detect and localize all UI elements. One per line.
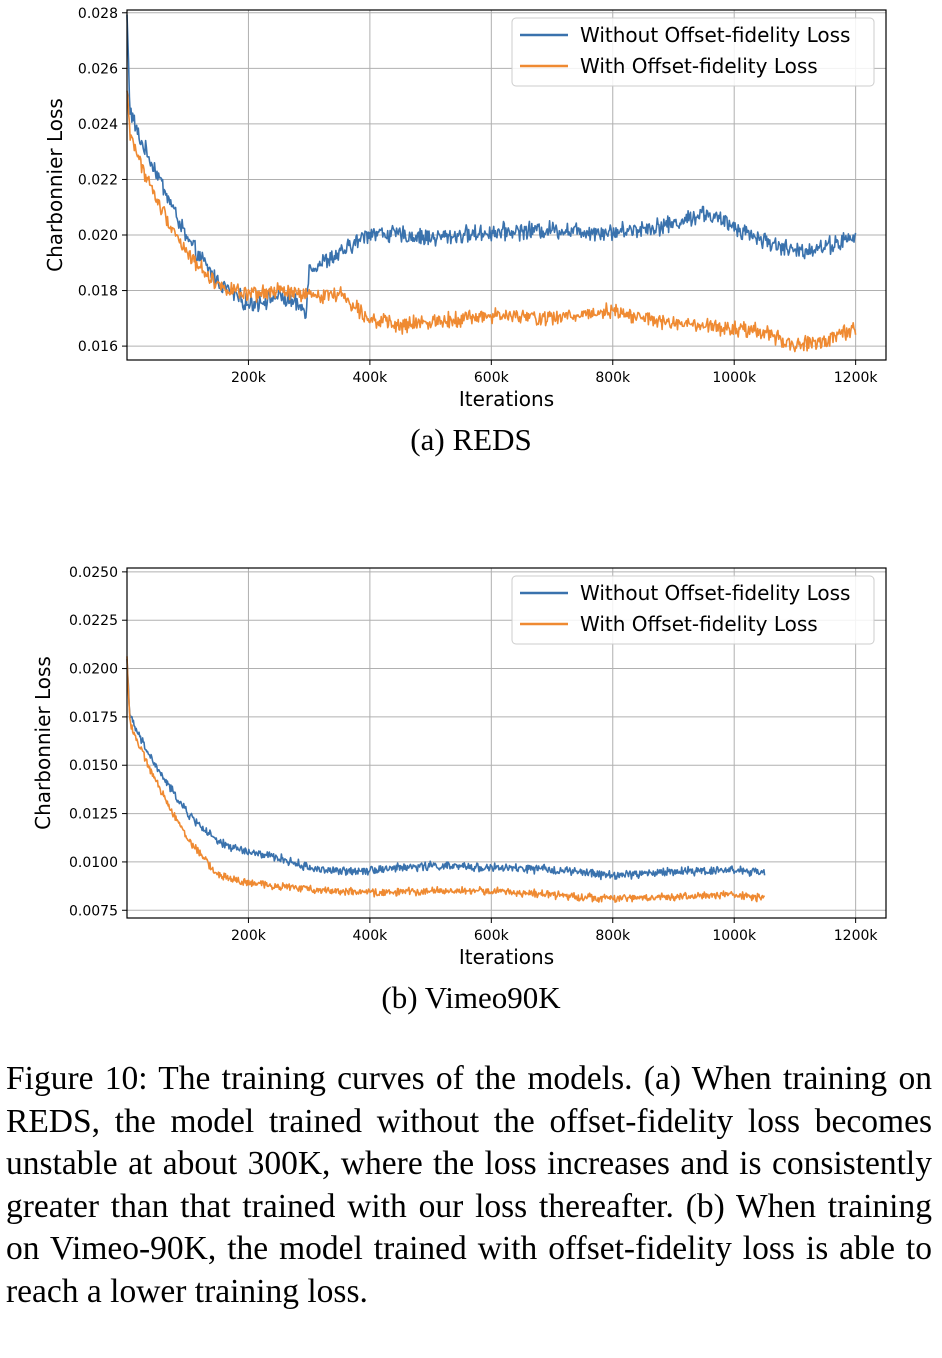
x-tick-label: 200k [231, 370, 267, 386]
x-tick-label: 1000k [712, 928, 757, 944]
legend-label-with: With Offset-fidelity Loss [580, 54, 818, 78]
figure-caption: Figure 10: The training curves of the mo… [6, 1060, 932, 1310]
y-tick-label: 0.0150 [69, 758, 118, 774]
y-tick-label: 0.0225 [69, 613, 118, 629]
y-tick-label: 0.026 [78, 61, 118, 77]
y-tick-label: 0.0100 [69, 855, 118, 871]
x-tick-label: 1200k [834, 370, 879, 386]
y-tick-label: 0.028 [78, 6, 118, 22]
legend: Without Offset-fidelity Loss With Offset-… [511, 17, 875, 87]
legend-label-with: With Offset-fidelity Loss [580, 612, 818, 636]
legend-box [511, 17, 875, 87]
y-tick-label: 0.0175 [69, 710, 118, 726]
y-tick-label: 0.024 [78, 117, 118, 133]
series-line-with-offset-fidelity [126, 656, 766, 903]
y-tick-label: 0.0200 [69, 662, 118, 678]
x-axis-label: Iterations [459, 945, 554, 969]
series-line-without-offset-fidelity [126, 14, 857, 320]
x-tick-label: 800k [595, 370, 631, 386]
legend-label-without: Without Offset-fidelity Loss [580, 581, 850, 605]
plot-frame [126, 9, 887, 361]
subcaption-reds: (a) REDS [410, 422, 532, 457]
legend: Without Offset-fidelity Loss With Offset-… [511, 575, 875, 645]
x-tick-label: 1200k [834, 928, 879, 944]
subcaption-vimeo90k: (b) Vimeo90K [381, 980, 561, 1015]
legend-box [511, 575, 875, 645]
y-axis-label: Charbonnier Loss [43, 98, 67, 272]
series-line-without-offset-fidelity [126, 658, 766, 881]
legend-label-without: Without Offset-fidelity Loss [580, 23, 850, 47]
x-axis-label: Iterations [459, 387, 554, 411]
x-tick-label: 1000k [712, 370, 757, 386]
y-tick-label: 0.0250 [69, 565, 118, 581]
x-tick-label: 600k [474, 928, 510, 944]
reds-chart: 200k 400k 600k 800k 1000k 1200k 0.016 0.018 0.02… [43, 6, 887, 411]
series-line-with-offset-fidelity [126, 90, 857, 353]
y-tick-label: 0.020 [78, 228, 118, 244]
y-tick-label: 0.0125 [69, 807, 118, 823]
x-tick-label: 200k [231, 928, 267, 944]
x-tick-label: 400k [352, 370, 388, 386]
y-tick-label: 0.018 [78, 284, 118, 300]
plot-frame [126, 567, 887, 919]
x-tick-label: 800k [595, 928, 631, 944]
vimeo90k-chart: 200k 400k 600k 800k 1000k 1200k 0.0075 0.0100 0.… [31, 565, 887, 969]
x-tick-label: 600k [474, 370, 510, 386]
y-tick-label: 0.016 [78, 339, 118, 355]
y-tick-label: 0.0075 [69, 903, 118, 919]
y-axis-label: Charbonnier Loss [31, 656, 55, 830]
y-tick-label: 0.022 [78, 172, 118, 188]
x-tick-label: 400k [352, 928, 388, 944]
